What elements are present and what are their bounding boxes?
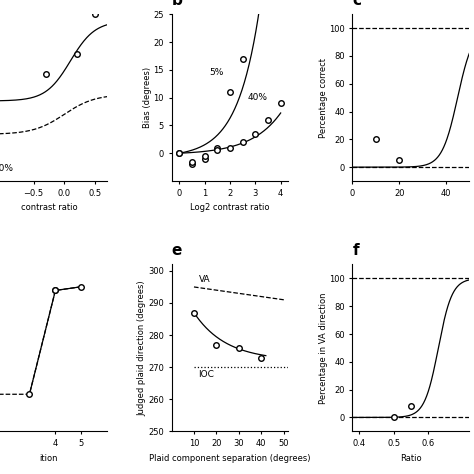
Y-axis label: Percentage correct: Percentage correct bbox=[319, 58, 328, 137]
Text: 5%: 5% bbox=[210, 68, 224, 77]
Text: f: f bbox=[353, 243, 359, 258]
Y-axis label: Judged plaid direction (degrees): Judged plaid direction (degrees) bbox=[137, 280, 146, 416]
X-axis label: Ratio: Ratio bbox=[400, 454, 422, 463]
Text: e: e bbox=[172, 243, 182, 258]
Text: IOC: IOC bbox=[199, 370, 214, 379]
Text: 40%: 40% bbox=[247, 93, 268, 102]
X-axis label: ition: ition bbox=[40, 454, 58, 463]
Text: b: b bbox=[172, 0, 182, 8]
X-axis label: contrast ratio: contrast ratio bbox=[20, 203, 77, 212]
X-axis label: Log2 contrast ratio: Log2 contrast ratio bbox=[190, 203, 270, 212]
Y-axis label: Bias (degrees): Bias (degrees) bbox=[143, 67, 152, 128]
Y-axis label: Percentage in VA direction: Percentage in VA direction bbox=[319, 292, 328, 404]
Text: VA: VA bbox=[199, 275, 210, 284]
X-axis label: Plaid component separation (degrees): Plaid component separation (degrees) bbox=[149, 454, 310, 463]
Text: c: c bbox=[353, 0, 362, 8]
Text: 40%: 40% bbox=[0, 164, 14, 173]
